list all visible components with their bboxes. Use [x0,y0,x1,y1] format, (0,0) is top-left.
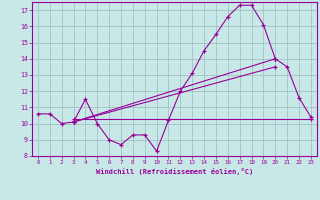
X-axis label: Windchill (Refroidissement éolien,°C): Windchill (Refroidissement éolien,°C) [96,168,253,175]
